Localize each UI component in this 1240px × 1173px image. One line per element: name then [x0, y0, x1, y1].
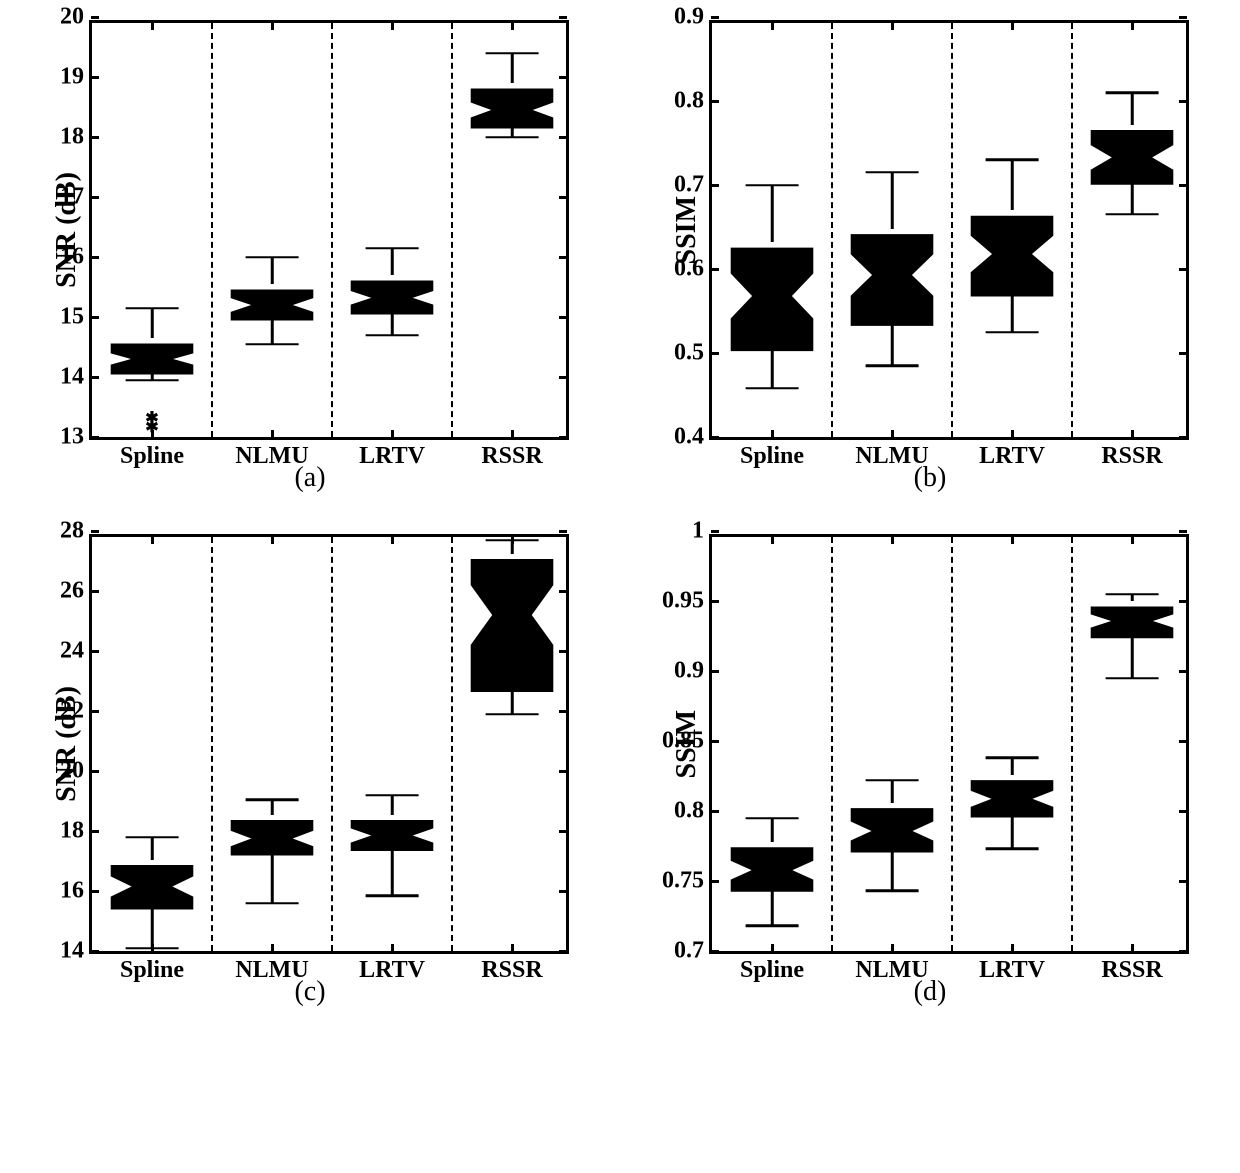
panel-b: SSIM0.40.50.60.70.80.9SplineNLMULRTVRSSR… — [640, 20, 1220, 494]
ytick-label: 0.5 — [674, 340, 712, 367]
ytick-label: 16 — [60, 244, 92, 271]
plot-area: 0.40.50.60.70.80.9SplineNLMULRTVRSSR — [709, 20, 1189, 440]
ytick-label: 15 — [60, 304, 92, 331]
ytick-label: 19 — [60, 64, 92, 91]
ytick-label: 14 — [60, 364, 92, 391]
ytick-label: 18 — [60, 124, 92, 151]
ytick-label: 1 — [692, 518, 712, 545]
ytick-label: 16 — [60, 878, 92, 905]
ytick-label: 20 — [60, 758, 92, 785]
ytick-label: 28 — [60, 518, 92, 545]
panel-a: SNR (dB)1314151617181920SplineNLMULRTVRS… — [20, 20, 600, 494]
ytick-label: 14 — [60, 938, 92, 965]
ylabel: SSIM — [671, 196, 703, 264]
ytick-label: 0.4 — [674, 424, 712, 451]
ytick-label: 24 — [60, 638, 92, 665]
boxplot-box — [712, 537, 1192, 957]
ytick-label: 0.95 — [662, 588, 712, 615]
ytick-label: 0.8 — [674, 88, 712, 115]
ytick-label: 0.85 — [662, 728, 712, 755]
figure-grid: SNR (dB)1314151617181920SplineNLMULRTVRS… — [20, 20, 1220, 1008]
boxplot-box — [92, 23, 572, 443]
ytick-label: 0.8 — [674, 798, 712, 825]
boxplot-box — [92, 537, 572, 957]
ytick-label: 13 — [60, 424, 92, 451]
ytick-label: 0.9 — [674, 658, 712, 685]
panel-d: SSIM0.70.750.80.850.90.951SplineNLMULRTV… — [640, 534, 1220, 1008]
ytick-label: 0.75 — [662, 868, 712, 895]
ytick-label: 0.6 — [674, 256, 712, 283]
panel-c: SNR (dB)1416182022242628SplineNLMULRTVRS… — [20, 534, 600, 1008]
plot-area: 1416182022242628SplineNLMULRTVRSSR — [89, 534, 569, 954]
ytick-label: 0.9 — [674, 4, 712, 31]
ytick-label: 0.7 — [674, 938, 712, 965]
ytick-label: 0.7 — [674, 172, 712, 199]
ytick-label: 17 — [60, 184, 92, 211]
boxplot-box — [712, 23, 1192, 443]
plot-area: 0.70.750.80.850.90.951SplineNLMULRTVRSSR — [709, 534, 1189, 954]
ytick-label: 18 — [60, 818, 92, 845]
ytick-label: 26 — [60, 578, 92, 605]
ytick-label: 20 — [60, 4, 92, 31]
ytick-label: 22 — [60, 698, 92, 725]
plot-area: 1314151617181920SplineNLMULRTVRSSR✱✱ — [89, 20, 569, 440]
